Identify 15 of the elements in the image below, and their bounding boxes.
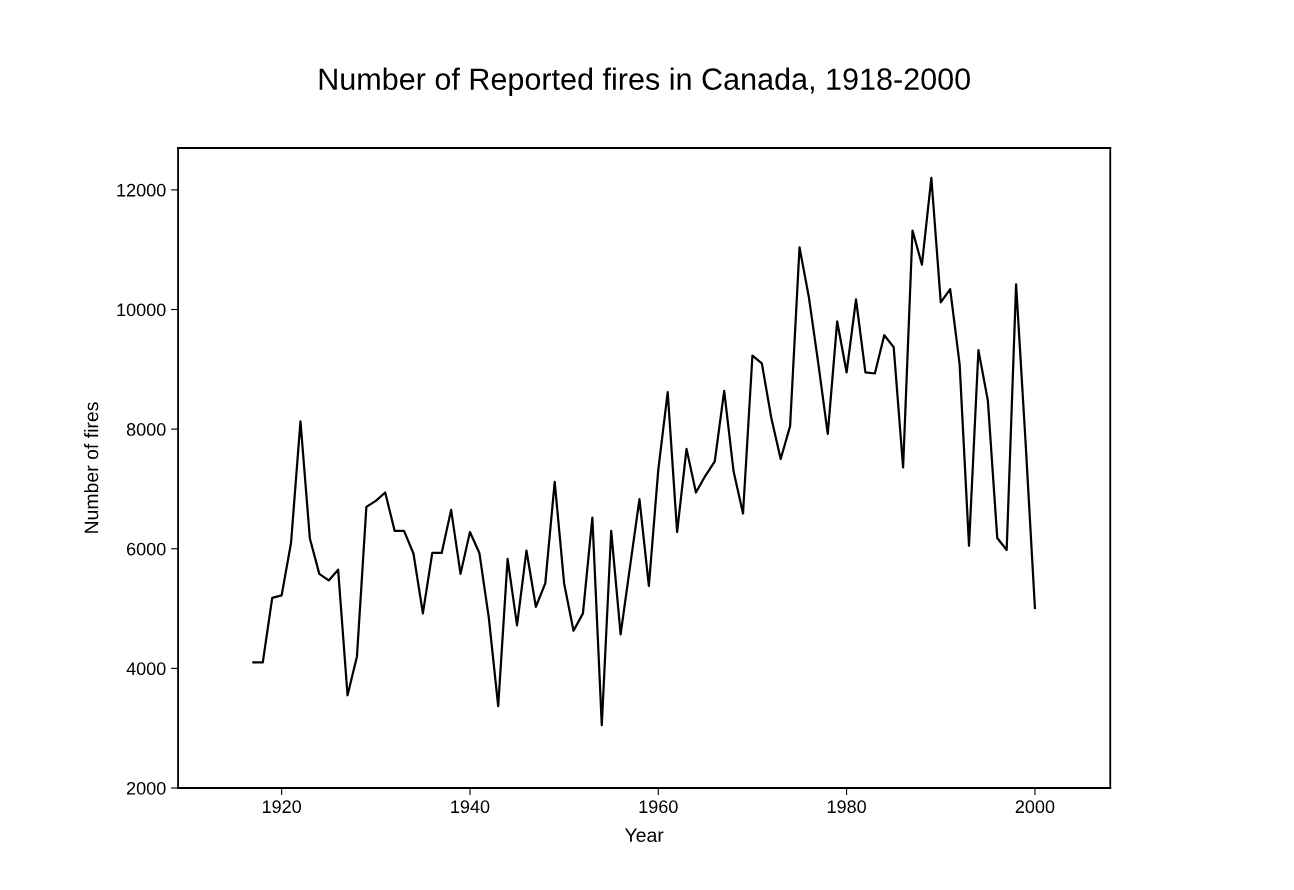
x-tick-label: 1920 — [262, 800, 302, 814]
y-tick-label: 8000 — [126, 423, 166, 436]
y-tick-label: 6000 — [127, 542, 166, 556]
y-tick-label: 4000 — [126, 662, 166, 676]
chart-title: Number of Reported fires in Canada, 1918-2000 — [319, 67, 970, 97]
x-axis-title: Year — [624, 828, 664, 843]
line-series — [252, 176, 1037, 727]
y-axis-title: Number of fires — [84, 402, 99, 533]
y-tick-label: 12000 — [117, 183, 166, 197]
y-tick-label: 10000 — [117, 303, 166, 317]
x-tick-label: 1940 — [451, 800, 490, 814]
x-tick-label: 1960 — [639, 800, 678, 814]
x-tick-label: 1980 — [827, 800, 866, 814]
x-tick-label: 2000 — [1015, 800, 1055, 814]
y-tick-label: 2000 — [126, 781, 166, 795]
